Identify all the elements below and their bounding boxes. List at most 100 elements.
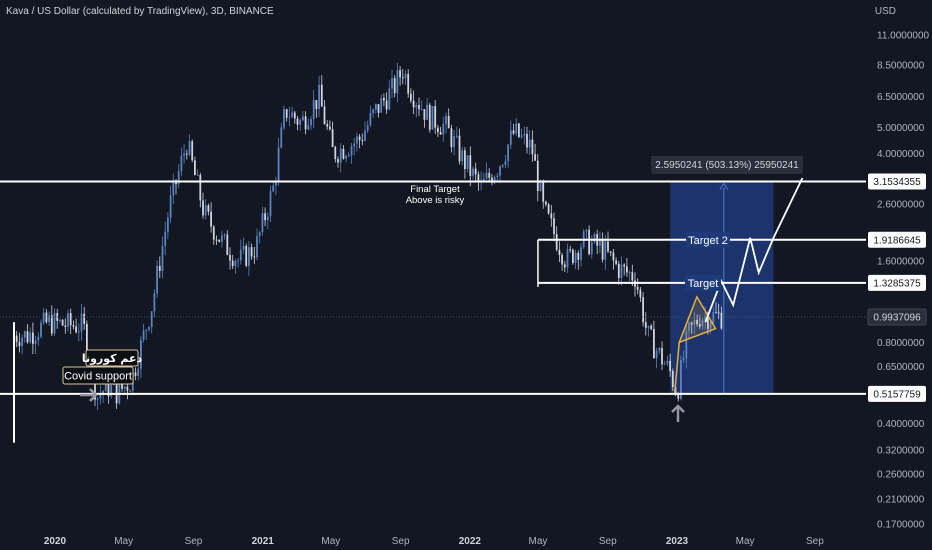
candle (96, 398, 99, 400)
candle (590, 241, 593, 255)
candle (426, 104, 428, 120)
candle (655, 350, 658, 359)
candle (221, 235, 223, 242)
candle (299, 120, 302, 125)
candle (393, 78, 396, 94)
candle (302, 116, 304, 121)
candle (361, 140, 364, 142)
candle (374, 104, 377, 110)
candle (680, 360, 682, 399)
price-tick-label: 0.2600000 (877, 470, 925, 481)
target1-label-bg (685, 274, 721, 291)
candle (688, 322, 690, 331)
time-tick-label: Sep (392, 536, 410, 547)
price-tag-current (867, 308, 927, 326)
candle (53, 313, 56, 334)
candle (593, 234, 596, 242)
candle (707, 315, 709, 329)
candle (383, 98, 385, 101)
candle (461, 150, 464, 162)
candle (453, 136, 455, 148)
target2-label-bg (686, 231, 730, 248)
candle (323, 106, 326, 125)
candle (369, 112, 372, 126)
candle (580, 247, 582, 260)
candle (239, 249, 242, 261)
above-risky-note: Above is risky (406, 195, 465, 206)
candle (434, 106, 437, 128)
candle (158, 265, 161, 271)
candle (261, 213, 264, 233)
time-tick-label: Sep (185, 536, 203, 547)
candle (450, 128, 453, 148)
candle (148, 326, 150, 330)
candle (64, 325, 67, 327)
candle (215, 239, 218, 241)
candle (523, 133, 526, 136)
candle (671, 370, 674, 388)
price-tick-label: 6.5000000 (877, 92, 925, 103)
candle (585, 229, 588, 232)
time-tick-label: May (321, 536, 340, 547)
candle (423, 109, 426, 120)
candle (458, 135, 461, 162)
final-target-note: Final Target (410, 184, 460, 195)
time-tick-label: Sep (599, 536, 617, 547)
candle (501, 164, 504, 167)
candle (272, 185, 275, 192)
candle (631, 272, 634, 281)
candle (223, 234, 226, 236)
measure-label-bg (651, 156, 803, 174)
price-tick-label: 0.8000000 (877, 338, 925, 349)
candle (518, 123, 520, 137)
candle (199, 174, 202, 201)
candle (709, 322, 712, 329)
candle (23, 331, 26, 338)
candle (40, 322, 42, 337)
price-tick-label: 11.0000000 (877, 31, 930, 42)
candle (507, 144, 509, 162)
price-tick-label: 0.3200000 (877, 445, 925, 456)
candle (550, 213, 553, 219)
candle (283, 109, 285, 128)
candle (210, 211, 212, 227)
candle (115, 382, 118, 404)
candle (245, 245, 248, 266)
candle (183, 153, 185, 156)
candle (293, 112, 296, 119)
candle (218, 239, 221, 242)
candle (26, 331, 29, 343)
time-tick-label: 2021 (252, 536, 275, 547)
candle (318, 84, 320, 109)
candle (250, 247, 253, 257)
candle (202, 200, 204, 216)
candle (123, 386, 126, 389)
candle (377, 104, 380, 113)
price-tag-target1 (868, 274, 926, 291)
candle (690, 322, 693, 325)
candle (372, 109, 374, 113)
candle (526, 133, 528, 148)
time-tick-label: May (736, 536, 755, 547)
candle (588, 229, 590, 255)
candle (499, 166, 501, 176)
candle (207, 205, 210, 212)
candle (612, 252, 615, 261)
candle (445, 115, 447, 125)
price-tick-label: 1.6000000 (877, 257, 925, 268)
candle (609, 251, 612, 253)
candle (715, 312, 717, 314)
candle (320, 84, 323, 107)
candle (334, 147, 337, 160)
candle (229, 254, 231, 261)
candle (464, 150, 466, 170)
candle (415, 105, 418, 108)
candle (248, 247, 250, 266)
candle (258, 232, 261, 237)
candle (329, 126, 331, 130)
candle (545, 201, 547, 205)
candle (42, 312, 45, 323)
candle (253, 256, 256, 258)
candle (431, 106, 434, 130)
